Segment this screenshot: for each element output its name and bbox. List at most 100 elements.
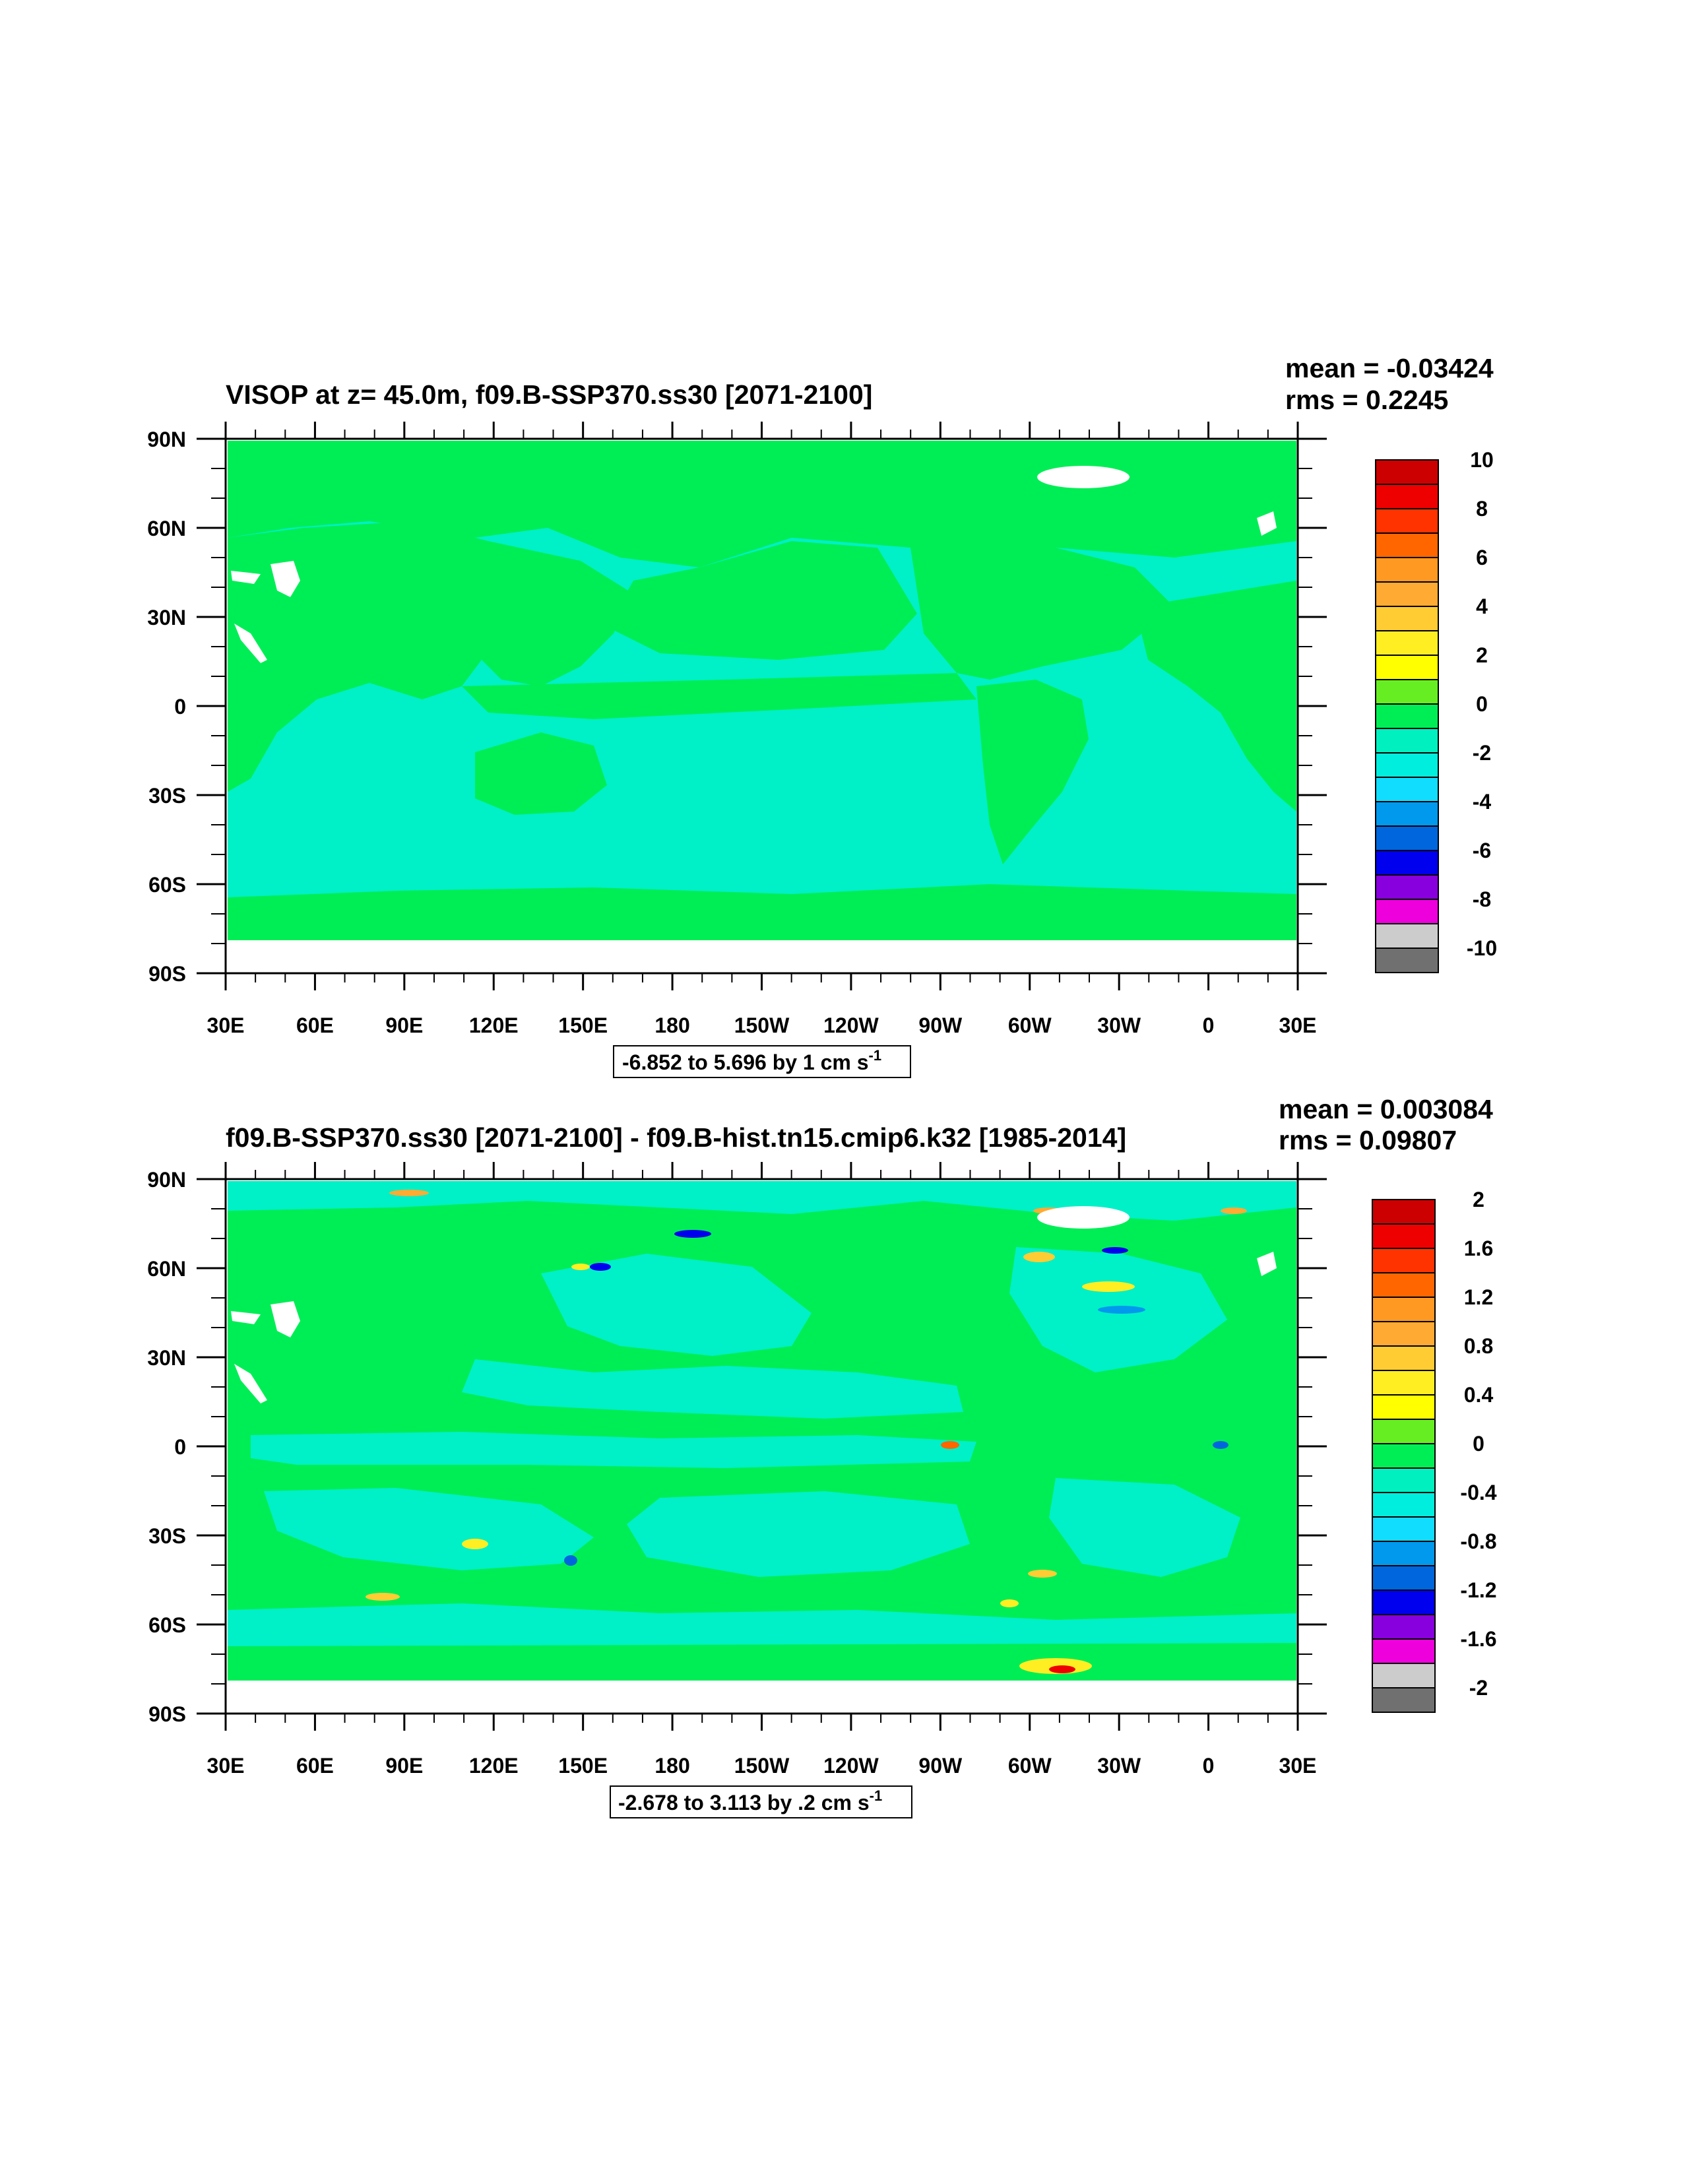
colorbar-label: 2 [1476, 643, 1488, 667]
x-tick-label: 30W [1097, 1754, 1141, 1778]
colorbar-label: -0.4 [1460, 1481, 1496, 1504]
colorbar-swatch [1372, 1394, 1436, 1420]
caspian-mask [271, 561, 300, 597]
colorbar-swatch [1372, 1443, 1436, 1469]
anomaly-hotspot [1213, 1441, 1228, 1449]
anomaly-hotspot [1049, 1665, 1075, 1673]
colorbar-swatch [1375, 874, 1439, 900]
x-tick-label: 120W [823, 1754, 879, 1778]
panel-2-colorbar: 2 1.6 1.2 0.8 0.4 0 -0.4 -0.8 -1.2 -1.6 -2 [1372, 1188, 1497, 1713]
baltic-mask [1257, 1252, 1277, 1276]
colorbar-swatch [1372, 1516, 1436, 1542]
y-tick-label: 90S [148, 1702, 186, 1726]
panel-2-range-box: -2.678 to 3.113 by .2 cm s-1 [610, 1785, 912, 1818]
panel-1-rms: rms = 0.2245 [1285, 385, 1448, 415]
baltic-mask [1257, 511, 1277, 536]
panel-1-mean: mean = -0.03424 [1285, 353, 1494, 383]
colorbar-swatch [1375, 752, 1439, 778]
anomaly-hotspot [1000, 1599, 1019, 1607]
colorbar-label: -8 [1473, 887, 1491, 911]
panel-1-chart: VISOP at z= 45.0m, f09.B-SSP370.ss30 [20… [147, 353, 1497, 1078]
colorbar-label: 0.4 [1464, 1383, 1494, 1407]
colorbar-swatch [1375, 508, 1439, 534]
anomaly-hotspot [389, 1190, 429, 1196]
colorbar-swatch [1372, 1467, 1436, 1493]
colorbar-swatch [1372, 1248, 1436, 1273]
x-tick-label: 30E [1279, 1754, 1317, 1778]
panel-2-range-unit-superscript: -1 [870, 1787, 883, 1804]
x-tick-label: 90E [385, 1013, 423, 1037]
colorbar-swatch [1372, 1492, 1436, 1518]
anomaly-hotspot [674, 1230, 711, 1238]
colorbar-swatch [1372, 1321, 1436, 1347]
subpolar-negative-band [228, 1181, 1296, 1221]
x-tick-label: 0 [1203, 1754, 1215, 1778]
panel-2-range-frame [610, 1785, 912, 1818]
x-tick-label: 30W [1097, 1013, 1141, 1037]
x-tick-label: 120E [469, 1013, 519, 1037]
x-tick-label: 120E [469, 1754, 519, 1778]
anomaly-hotspot [366, 1593, 400, 1601]
anomaly-hotspot [590, 1263, 611, 1271]
panel-2-rms: rms = 0.09807 [1279, 1125, 1457, 1155]
y-tick-label: 90N [147, 428, 186, 451]
x-tick-label: 60W [1008, 1754, 1052, 1778]
equatorial-pacific-band [462, 673, 976, 719]
colorbar-swatch [1372, 1663, 1436, 1688]
panel-2-title: f09.B-SSP370.ss30 [2071-2100] - f09.B-hi… [226, 1122, 1126, 1153]
colorbar-swatch [1375, 947, 1439, 973]
x-tick-label: 30E [1279, 1013, 1317, 1037]
north-america-landmass [910, 548, 1174, 680]
y-tick-label: 60N [147, 1257, 186, 1281]
north-pacific-negative [541, 1254, 812, 1356]
colorbar-label: 1.6 [1464, 1237, 1493, 1260]
colorbar-label: 10 [1470, 448, 1494, 472]
colorbar-swatch [1372, 1345, 1436, 1371]
anomaly-hotspot [462, 1539, 488, 1549]
x-tick-label: 150W [734, 1013, 790, 1037]
colorbar-swatch [1375, 728, 1439, 754]
panel-1-y-axis: 90N 60N 30N 0 30S 60S 90S [147, 428, 1327, 986]
mediterranean-mask [231, 1311, 261, 1324]
south-indian-negative [264, 1488, 594, 1570]
colorbar-swatch [1375, 679, 1439, 705]
colorbar-swatch [1372, 1614, 1436, 1640]
y-tick-label: 0 [174, 1435, 186, 1459]
colorbar-label: 0 [1473, 1432, 1484, 1456]
colorbar-swatch [1375, 532, 1439, 558]
colorbar-swatch [1372, 1565, 1436, 1591]
y-tick-label: 60S [148, 1613, 186, 1637]
panel-1-range-frame [613, 1045, 911, 1078]
colorbar-label: -4 [1473, 790, 1492, 814]
colorbar-swatch [1375, 655, 1439, 680]
y-tick-label: 0 [174, 695, 186, 719]
panel-1-colorbar: 10 8 6 4 2 0 -2 -4 -6 -8 -10 [1375, 448, 1497, 973]
panel-1-plot-area [228, 441, 1296, 973]
colorbar-swatch [1375, 459, 1439, 485]
colorbar-swatch [1372, 1272, 1436, 1298]
antarctica-mask [228, 940, 1296, 973]
colorbar-swatch [1375, 606, 1439, 631]
x-tick-label: 90E [385, 1754, 423, 1778]
x-tick-label: 120W [823, 1013, 879, 1037]
colorbar-swatch [1372, 1223, 1436, 1249]
panel-2-chart: f09.B-SSP370.ss30 [2071-2100] - f09.B-hi… [147, 1094, 1497, 1818]
panel-1-range-unit-superscript: -1 [869, 1047, 882, 1064]
colorbar-swatch [1375, 850, 1439, 876]
y-tick-label: 30N [147, 1346, 186, 1370]
australia-landmass [475, 732, 607, 815]
anomaly-hotspot [571, 1264, 590, 1270]
colorbar-label: 8 [1476, 497, 1488, 521]
colorbar-swatch [1375, 581, 1439, 607]
colorbar-swatch [1372, 1370, 1436, 1396]
x-tick-label: 150E [558, 1754, 608, 1778]
pacific-subtropical-negative [462, 1359, 963, 1419]
colorbar-label: -2 [1469, 1676, 1488, 1700]
colorbar-swatch [1375, 484, 1439, 509]
south-pacific-negative [627, 1491, 970, 1577]
x-tick-label: 180 [654, 1754, 689, 1778]
southern-ocean-band [228, 884, 1296, 940]
x-tick-label: 180 [654, 1013, 689, 1037]
panel-2-range-label: -2.678 to 3.113 by .2 cm s-1 [618, 1787, 882, 1815]
colorbar-label: 0.8 [1464, 1334, 1493, 1358]
